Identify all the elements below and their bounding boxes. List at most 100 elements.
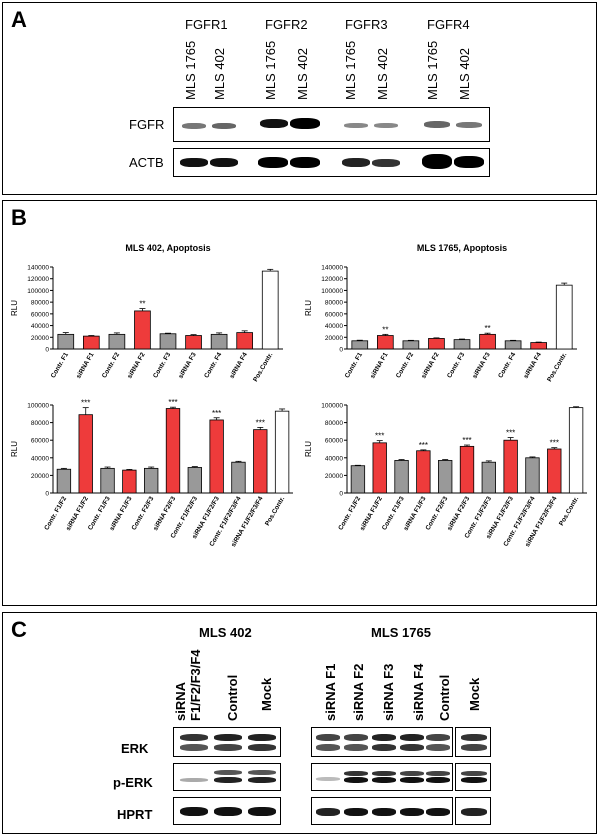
lane-label-mls1765-sirna-f1: siRNA F1 [323, 663, 338, 721]
category-label: Pos.Contr. [558, 495, 580, 527]
category-label: siRNA F1/F3 [109, 495, 134, 532]
panel-a: A FGFR1 FGFR2 FGFR3 FGFR4 MLS 1765 MLS 4… [2, 2, 597, 195]
lane-label-fgfr1-mls1765: MLS 1765 [183, 40, 198, 100]
band [210, 158, 238, 167]
bar [530, 342, 547, 350]
band [214, 807, 242, 816]
category-label: siRNA F1/F2 [359, 495, 384, 532]
band [426, 734, 450, 741]
y-tick-label: 20000 [31, 473, 49, 480]
y-tick-label: 20000 [325, 473, 343, 480]
band [258, 157, 288, 168]
y-tick-label: 40000 [31, 455, 49, 462]
band [426, 771, 450, 776]
lane-label-mls1765-control: Control [437, 674, 452, 721]
y-tick-label: 0 [339, 491, 343, 498]
bar [159, 333, 177, 350]
category-label: siRNA F2 [126, 351, 147, 380]
band [461, 771, 487, 776]
chart-title: MLS 1765, Apoptosis [417, 243, 507, 253]
lane-label-mls402-control: Control [225, 674, 240, 721]
y-tick-label: 120000 [321, 276, 343, 283]
y-tick-label: 60000 [325, 311, 343, 318]
bar [481, 461, 496, 494]
category-label: Contr. F4 [203, 351, 223, 379]
bar [209, 419, 224, 494]
chart-mls402-combinations: 0 20000 40000 60000 80000 100000 RLU Contr. F1/… [10, 398, 293, 548]
bar [503, 439, 518, 494]
category-label: siRNA F4 [523, 351, 544, 380]
significance-label: *** [506, 429, 515, 438]
band [248, 807, 276, 816]
blot-hprt-mls1765-mock [455, 797, 491, 825]
category-label: siRNA F1 [75, 351, 96, 380]
y-tick-label: 100000 [27, 403, 49, 410]
y-tick-label: 60000 [325, 438, 343, 445]
band [180, 734, 208, 741]
significance-label: *** [375, 432, 384, 441]
bar [504, 340, 522, 350]
y-axis-label: RLU [10, 300, 19, 316]
bar [100, 467, 115, 494]
bar [57, 333, 75, 350]
group-label-fgfr2: FGFR2 [265, 17, 308, 32]
lane-label-fgfr4-mls402: MLS 402 [457, 47, 472, 100]
bar [377, 335, 394, 350]
significance-label: *** [462, 436, 471, 445]
blot-fgfr [173, 107, 490, 142]
bar [253, 429, 268, 494]
bar [144, 467, 159, 494]
lane-label-fgfr3-mls1765: MLS 1765 [343, 40, 358, 100]
blot-erk-mls1765-mock [455, 727, 491, 757]
category-label: Contr. F2/F3 [131, 495, 156, 531]
band [248, 777, 276, 783]
band [400, 744, 424, 751]
category-label: Contr. F1/F3 [381, 495, 406, 531]
y-tick-label: 20000 [31, 335, 49, 342]
blot-hprt-mls402 [173, 797, 281, 825]
band [260, 119, 288, 128]
lane-label-fgfr2-mls402: MLS 402 [295, 47, 310, 100]
band [400, 808, 424, 816]
y-tick-label: 80000 [31, 300, 49, 307]
group-label-fgfr1: FGFR1 [185, 17, 228, 32]
band [422, 154, 452, 169]
category-label: Contr. F1/F2 [43, 495, 68, 531]
band [372, 808, 396, 816]
y-tick-label: 40000 [325, 323, 343, 330]
lane-label-fgfr2-mls1765: MLS 1765 [263, 40, 278, 100]
band [180, 744, 208, 751]
band [400, 771, 424, 776]
band [214, 734, 242, 741]
y-tick-label: 140000 [27, 265, 49, 272]
y-tick-label: 100000 [321, 288, 343, 295]
band [248, 744, 276, 751]
blot-title-mls1765: MLS 1765 [371, 625, 431, 640]
blot-title-mls402: MLS 402 [199, 625, 252, 640]
category-label: Contr. F2/F3 [425, 495, 450, 531]
band [180, 158, 208, 167]
bar [416, 450, 431, 494]
bar [185, 335, 202, 350]
bar [438, 460, 453, 494]
band [344, 771, 368, 776]
band [461, 777, 487, 783]
band [180, 807, 208, 816]
row-label-erk: ERK [121, 741, 149, 756]
category-label: Contr. F3 [152, 351, 172, 379]
bar [459, 445, 475, 494]
significance-label: ** [139, 300, 145, 309]
band [180, 778, 208, 782]
lane-label-fgfr1-mls402: MLS 402 [212, 47, 227, 100]
band [248, 770, 276, 775]
y-tick-label: 80000 [31, 420, 49, 427]
bar [453, 339, 471, 350]
blot-erk-mls1765 [311, 727, 453, 757]
group-label-fgfr4: FGFR4 [427, 17, 470, 32]
band [316, 734, 340, 741]
bar [402, 340, 420, 350]
category-label: Contr. F1 [344, 351, 364, 379]
y-tick-label: 60000 [31, 311, 49, 318]
significance-label: ** [382, 325, 388, 334]
lane-label-mls1765-sirna-f4: siRNA F4 [411, 663, 426, 721]
